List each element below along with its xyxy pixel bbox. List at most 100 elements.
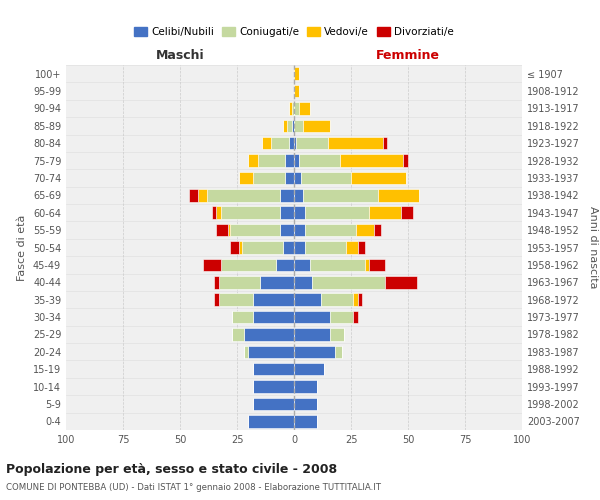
Bar xyxy=(296,137,328,149)
Bar xyxy=(294,363,323,376)
Bar xyxy=(303,120,331,132)
Bar xyxy=(189,189,198,202)
Bar xyxy=(217,224,228,236)
Bar xyxy=(299,154,340,167)
Bar xyxy=(294,328,331,340)
Bar xyxy=(292,120,294,132)
Bar xyxy=(294,241,305,254)
Bar xyxy=(312,276,385,288)
Bar xyxy=(351,172,406,184)
Bar xyxy=(294,189,303,202)
Bar xyxy=(294,398,317,410)
Bar xyxy=(257,154,285,167)
Bar xyxy=(294,224,305,236)
Bar xyxy=(239,241,242,254)
Bar xyxy=(335,346,342,358)
Bar xyxy=(248,346,294,358)
Y-axis label: Fasce di età: Fasce di età xyxy=(17,214,27,280)
Bar xyxy=(353,311,358,324)
Bar xyxy=(232,311,253,324)
Bar xyxy=(253,380,294,393)
Bar xyxy=(242,241,283,254)
Text: Maschi: Maschi xyxy=(155,48,205,62)
Bar xyxy=(221,258,276,271)
Text: COMUNE DI PONTEBBA (UD) - Dati ISTAT 1° gennaio 2008 - Elaborazione TUTTITALIA.I: COMUNE DI PONTEBBA (UD) - Dati ISTAT 1° … xyxy=(6,482,381,492)
Text: Popolazione per età, sesso e stato civile - 2008: Popolazione per età, sesso e stato civil… xyxy=(6,462,337,475)
Bar xyxy=(383,137,388,149)
Bar xyxy=(276,258,294,271)
Bar xyxy=(353,294,358,306)
Bar xyxy=(203,258,221,271)
Bar xyxy=(294,102,299,115)
Bar xyxy=(385,276,417,288)
Bar xyxy=(228,224,230,236)
Bar xyxy=(379,189,419,202)
Bar xyxy=(248,154,257,167)
Bar xyxy=(253,294,294,306)
Bar xyxy=(214,276,219,288)
Legend: Celibi/Nubili, Coniugati/e, Vedovi/e, Divorziati/e: Celibi/Nubili, Coniugati/e, Vedovi/e, Di… xyxy=(130,23,458,41)
Bar xyxy=(230,224,280,236)
Bar xyxy=(262,137,271,149)
Bar xyxy=(219,294,253,306)
Bar xyxy=(285,172,294,184)
Bar xyxy=(239,172,253,184)
Bar xyxy=(221,206,280,219)
Bar xyxy=(358,241,365,254)
Bar xyxy=(253,172,285,184)
Bar xyxy=(280,189,294,202)
Bar xyxy=(403,154,408,167)
Bar xyxy=(401,206,413,219)
Bar xyxy=(356,224,374,236)
Bar xyxy=(369,258,385,271)
Bar xyxy=(253,398,294,410)
Bar xyxy=(294,276,312,288)
Bar xyxy=(294,154,299,167)
Bar xyxy=(294,380,317,393)
Bar xyxy=(358,294,362,306)
Bar xyxy=(322,294,353,306)
Bar xyxy=(289,137,294,149)
Bar xyxy=(331,311,353,324)
Bar xyxy=(285,154,294,167)
Bar xyxy=(260,276,294,288)
Bar xyxy=(212,206,217,219)
Bar xyxy=(230,241,239,254)
Y-axis label: Anni di nascita: Anni di nascita xyxy=(588,206,598,289)
Bar xyxy=(328,137,383,149)
Bar xyxy=(219,276,260,288)
Bar xyxy=(305,206,369,219)
Bar xyxy=(299,102,310,115)
Bar xyxy=(294,137,296,149)
Bar xyxy=(294,85,299,98)
Bar xyxy=(289,102,292,115)
Bar xyxy=(198,189,208,202)
Bar xyxy=(305,241,346,254)
Bar xyxy=(217,206,221,219)
Bar xyxy=(248,415,294,428)
Bar xyxy=(253,363,294,376)
Bar xyxy=(244,346,248,358)
Bar xyxy=(208,189,280,202)
Bar xyxy=(294,415,317,428)
Bar xyxy=(294,311,331,324)
Bar xyxy=(301,172,351,184)
Bar xyxy=(232,328,244,340)
Bar xyxy=(280,206,294,219)
Bar xyxy=(303,189,379,202)
Bar xyxy=(369,206,401,219)
Bar xyxy=(280,224,294,236)
Bar xyxy=(244,328,294,340)
Text: Femmine: Femmine xyxy=(376,48,440,62)
Bar xyxy=(283,241,294,254)
Bar xyxy=(346,241,358,254)
Bar xyxy=(365,258,369,271)
Bar xyxy=(292,102,294,115)
Bar xyxy=(271,137,289,149)
Bar xyxy=(294,346,335,358)
Bar xyxy=(294,294,322,306)
Bar xyxy=(310,258,365,271)
Bar xyxy=(294,68,299,80)
Bar xyxy=(294,206,305,219)
Bar xyxy=(294,120,303,132)
